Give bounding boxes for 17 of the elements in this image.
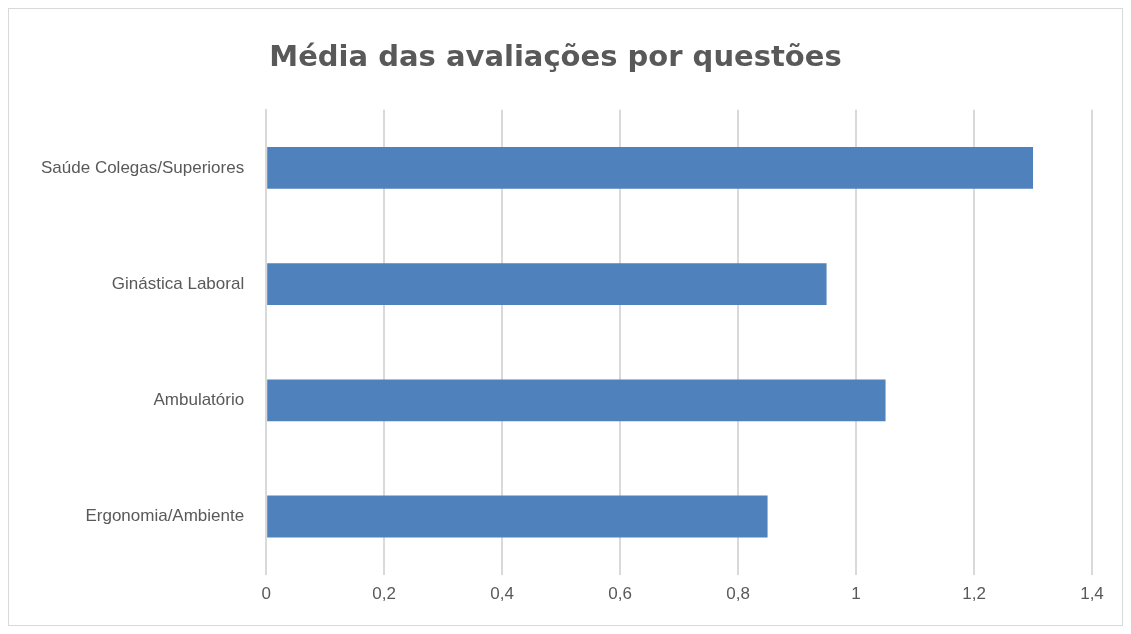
x-tick-label: 1 <box>851 584 861 604</box>
x-tick-label: 0,4 <box>490 584 514 604</box>
x-tick-label: 0,8 <box>726 584 750 604</box>
y-tick-label: Ergonomia/Ambiente <box>85 506 245 526</box>
chart-title: Média das avaliações por questões <box>269 38 842 73</box>
bar <box>267 495 768 538</box>
bar <box>267 146 1034 189</box>
x-tick-label: 0 <box>261 584 271 604</box>
x-tick-label: 1,2 <box>962 584 986 604</box>
bar <box>267 379 886 422</box>
bar <box>267 263 827 306</box>
y-tick-label: Ginástica Laboral <box>111 273 245 293</box>
x-tick-label: 1,4 <box>1080 584 1104 604</box>
y-tick-label: Saúde Colegas/Superiores <box>41 157 245 177</box>
x-tick-label: 0,2 <box>372 584 396 604</box>
y-tick-label: Ambulatório <box>153 389 245 409</box>
x-tick-label: 0,6 <box>608 584 632 604</box>
